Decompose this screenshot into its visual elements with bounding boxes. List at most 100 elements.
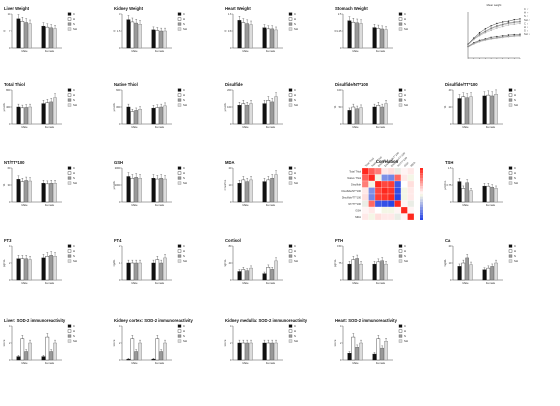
- colorbar-segment: [420, 173, 423, 176]
- chart-title: Kidney Weight: [114, 6, 144, 11]
- legend-swatch: [67, 22, 72, 26]
- bar: [134, 22, 139, 49]
- chart-title: Heart: SOD-2 immunoreactivity: [335, 318, 398, 323]
- col-label: Total Thiol: [364, 156, 375, 167]
- y-tick-label: 2: [9, 341, 11, 345]
- bar: [469, 190, 473, 203]
- y-tick-label: 1.5: [448, 166, 452, 170]
- bar: [45, 256, 50, 281]
- colorbar-segment: [420, 175, 423, 179]
- series-line: [467, 35, 521, 48]
- bar: [347, 110, 352, 125]
- legend-label: SH: [294, 339, 298, 343]
- y-axis-label: µmol/L: [112, 180, 116, 189]
- x-tick-label: Male: [131, 125, 138, 129]
- bar: [355, 347, 360, 361]
- y-axis-label: g: [223, 30, 227, 32]
- bar: [237, 105, 242, 125]
- bar: [274, 342, 278, 361]
- y-tick-label: 10: [229, 183, 232, 187]
- bar: [16, 179, 21, 203]
- bar: [457, 98, 462, 125]
- legend-swatch: [67, 88, 72, 92]
- bar: [134, 177, 139, 203]
- legend-label: C: [183, 88, 185, 92]
- legend-label: H: [73, 171, 75, 175]
- bar: [274, 29, 278, 49]
- y-tick-label: 20: [449, 105, 452, 109]
- heatmap-cell: [400, 213, 408, 221]
- bar: [274, 96, 278, 125]
- legend-swatch: [288, 244, 293, 248]
- y-axis-label: µmol/L: [112, 102, 116, 111]
- bar: [159, 106, 164, 125]
- legend-label: C: [73, 166, 75, 170]
- legend-label: S: [294, 98, 296, 102]
- bar: [241, 22, 246, 49]
- bar: [130, 262, 135, 281]
- y-tick-label: 30: [8, 183, 11, 187]
- legend-label: S: [183, 254, 185, 258]
- x-tick-label: Female: [376, 281, 386, 285]
- bar: [270, 269, 275, 281]
- row-label: Total Thiol: [349, 170, 361, 174]
- legend-label: SH: [404, 339, 408, 343]
- chart-title: Kidney medulla: SOD-2 immunoreactivity: [225, 318, 308, 323]
- bar: [163, 105, 167, 125]
- bar: [41, 183, 46, 203]
- heatmap-cell: [361, 174, 369, 182]
- y-tick-label: 2000: [115, 166, 121, 170]
- legend-label: SH: [73, 27, 77, 31]
- heatmap-cell: [368, 206, 376, 214]
- heatmap-cell: [387, 187, 395, 195]
- chart-title: Mean weight: [487, 3, 502, 7]
- legend-swatch: [398, 88, 403, 92]
- legend-swatch: [288, 22, 293, 26]
- heatmap-cell: [400, 200, 408, 208]
- bar: [163, 30, 167, 49]
- x-tick-label: Female: [486, 125, 496, 129]
- x-tick-label: Male: [242, 361, 249, 365]
- colorbar-segment: [420, 181, 423, 184]
- legend-label: C: [404, 88, 406, 92]
- bar: [359, 263, 363, 281]
- chart-title: Correlation: [376, 159, 399, 164]
- legend-label: C: [183, 166, 185, 170]
- legend-label: S: [514, 98, 516, 102]
- row-label: Disulfide/NT*100: [342, 189, 362, 193]
- bar: [49, 255, 54, 281]
- chart-title: Ca: [445, 238, 451, 243]
- bar: [134, 262, 139, 281]
- legend-label: SH: [404, 103, 408, 107]
- heatmap-cell: [374, 174, 382, 182]
- chart-title: Native Thiol: [114, 82, 138, 87]
- bar: [245, 270, 250, 281]
- colorbar-segment: [420, 194, 423, 197]
- y-axis-label: %: [443, 105, 447, 108]
- legend-label: H: [183, 93, 185, 97]
- legend-label: C: [404, 12, 406, 16]
- heatmap-cell: [361, 167, 369, 175]
- x-tick-label: Male: [242, 49, 249, 53]
- series-line: [467, 21, 521, 45]
- series-line: [467, 35, 521, 48]
- legend-label: S: [73, 176, 75, 180]
- chart-title: FT4: [114, 238, 122, 243]
- heatmap-cell: [361, 200, 369, 208]
- legend-swatch: [398, 103, 403, 107]
- heatmap-cell: [400, 167, 408, 175]
- heatmap-cell: [407, 187, 415, 195]
- legend-swatch: [288, 339, 293, 343]
- bar: [461, 96, 466, 125]
- bar: [249, 267, 253, 281]
- legend-swatch: [288, 103, 293, 107]
- y-tick-label: 0: [119, 278, 121, 282]
- bar: [245, 105, 250, 125]
- legend-label: S: [294, 176, 296, 180]
- legend-label: H: [404, 329, 406, 333]
- bar: [138, 24, 142, 49]
- bar: [262, 273, 267, 281]
